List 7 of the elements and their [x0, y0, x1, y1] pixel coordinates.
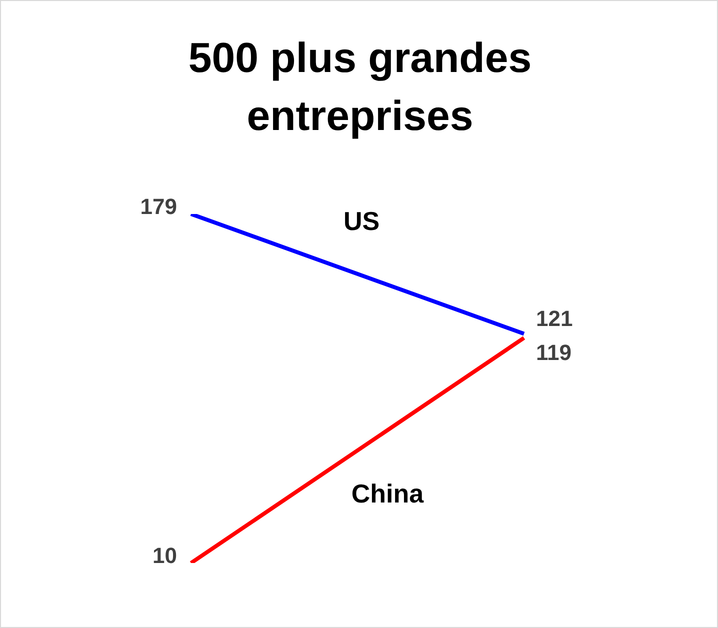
data-label: 10 — [152, 543, 177, 568]
data-label: 119 — [536, 340, 572, 365]
data-label: 179 — [140, 194, 177, 219]
series-label: US — [343, 206, 380, 236]
data-label: 121 — [536, 306, 573, 331]
series-label: China — [351, 478, 424, 508]
chart-title: 500 plus grandes entreprises — [187, 33, 533, 141]
